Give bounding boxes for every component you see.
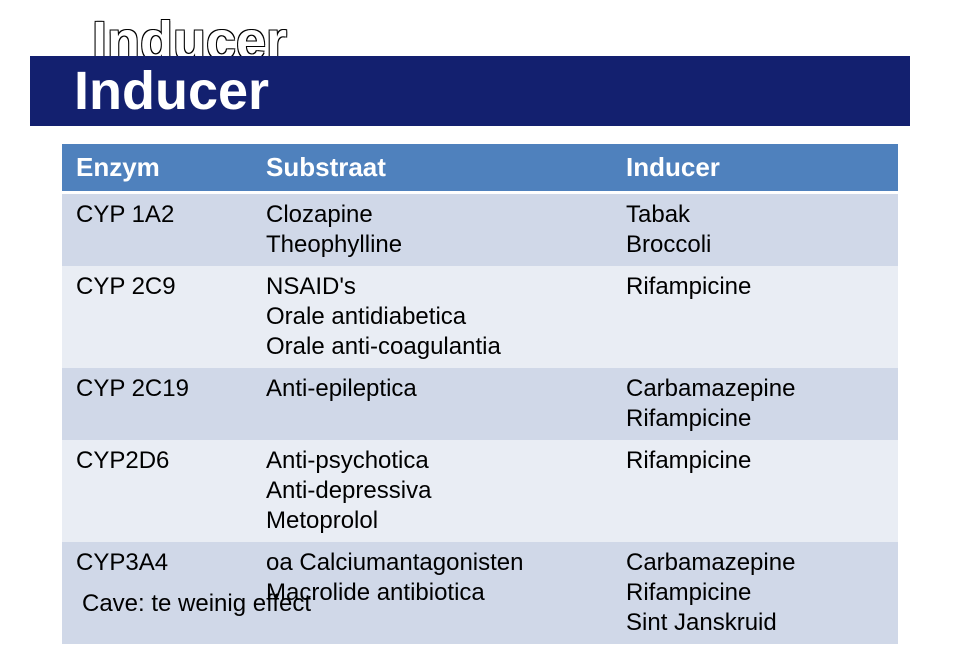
col-header-enzym: Enzym: [62, 144, 252, 193]
table-row: CYP 2C9 NSAID'sOrale antidiabeticaOrale …: [62, 266, 898, 368]
cell-enzym: CYP 2C9: [62, 266, 252, 368]
footnote: Cave: te weinig effect: [82, 590, 311, 618]
table-row: CYP 1A2 ClozapineTheophylline TabakBrocc…: [62, 193, 898, 267]
cell-enzym: CYP 1A2: [62, 193, 252, 267]
cell-inducer: CarbamazepineRifampicine: [612, 368, 898, 440]
table-header-row: Enzym Substraat Inducer: [62, 144, 898, 193]
title-band: Inducer: [30, 56, 910, 126]
inducer-table: Enzym Substraat Inducer CYP 1A2 Clozapin…: [62, 144, 898, 644]
cell-inducer: CarbamazepineRifampicineSint Janskruid: [612, 542, 898, 644]
cell-substraat: Anti-psychoticaAnti-depressivaMetoprolol: [252, 440, 612, 542]
slide: Inducer Inducer Enzym Substraat Inducer …: [0, 0, 960, 656]
cell-inducer: Rifampicine: [612, 266, 898, 368]
col-header-inducer: Inducer: [612, 144, 898, 193]
cell-substraat: Anti-epileptica: [252, 368, 612, 440]
slide-title: Inducer: [74, 60, 269, 122]
cell-inducer: TabakBroccoli: [612, 193, 898, 267]
cell-enzym: CYP2D6: [62, 440, 252, 542]
table-row: CYP2D6 Anti-psychoticaAnti-depressivaMet…: [62, 440, 898, 542]
cell-enzym: CYP 2C19: [62, 368, 252, 440]
col-header-substraat: Substraat: [252, 144, 612, 193]
table-row: CYP 2C19 Anti-epileptica CarbamazepineRi…: [62, 368, 898, 440]
cell-substraat: NSAID'sOrale antidiabeticaOrale anti-coa…: [252, 266, 612, 368]
cell-inducer: Rifampicine: [612, 440, 898, 542]
cell-substraat: ClozapineTheophylline: [252, 193, 612, 267]
